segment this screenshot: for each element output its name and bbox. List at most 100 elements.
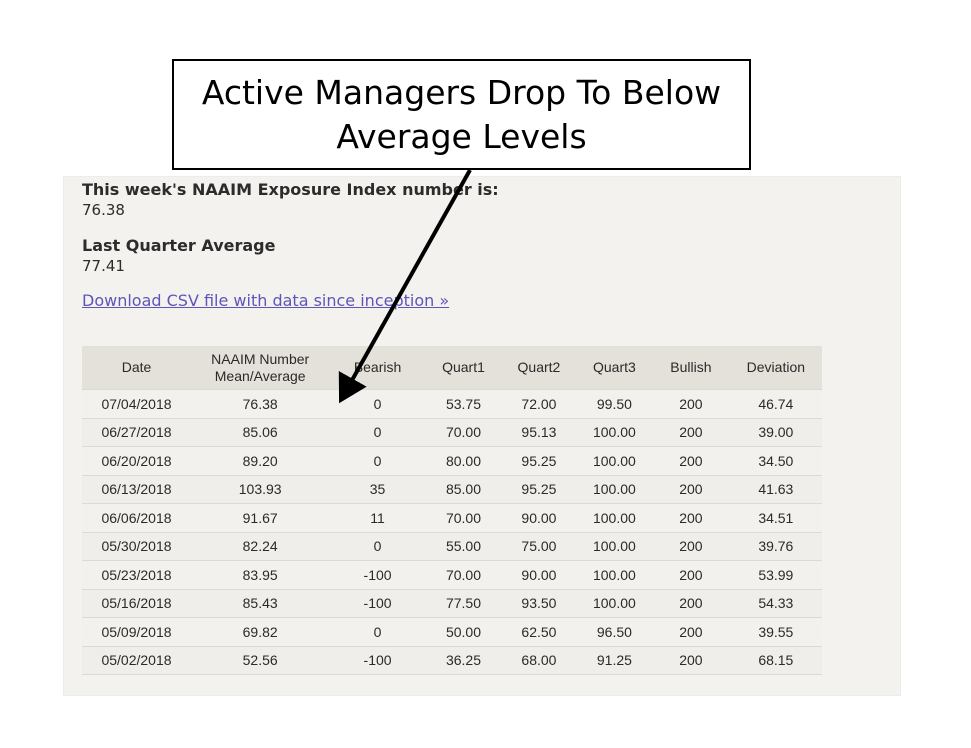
cell-deviation: 46.74 <box>729 389 822 418</box>
cell-date: 05/16/2018 <box>82 588 191 618</box>
cell-quart3: 100.00 <box>576 560 653 589</box>
callout-line-1: Active Managers Drop To Below <box>201 72 722 112</box>
cell-deviation: 39.76 <box>729 531 822 561</box>
header-quart3: Quart3 <box>576 346 653 390</box>
cell-deviation: 39.00 <box>729 417 822 447</box>
cell-naaim: 85.43 <box>191 588 330 618</box>
cell-bullish: 200 <box>652 560 730 589</box>
table-row: 06/27/2018 85.06 0 70.00 95.13 100.00 200 39.00 <box>82 417 822 447</box>
cell-quart3: 96.50 <box>576 617 653 646</box>
cell-naaim: 91.67 <box>191 503 330 532</box>
table-row: 05/02/2018 52.56 -100 36.25 68.00 91.25 200 68.… <box>82 645 822 675</box>
cell-quart3: 100.00 <box>576 446 653 475</box>
cell-naaim: 85.06 <box>191 417 330 447</box>
cell-quart2: 75.00 <box>501 531 577 561</box>
cell-quart2: 95.13 <box>501 417 577 447</box>
table-row: 05/30/2018 82.24 0 55.00 75.00 100.00 200 39.76 <box>82 531 822 561</box>
cell-quart3: 100.00 <box>576 503 653 532</box>
header-deviation: Deviation <box>729 346 822 390</box>
header-quart1: Quart1 <box>425 346 502 390</box>
cell-date: 05/23/2018 <box>82 560 191 589</box>
cell-naaim: 103.93 <box>191 474 330 504</box>
cell-bearish: -100 <box>329 588 426 618</box>
cell-date: 05/02/2018 <box>82 645 191 675</box>
header-naaim-line1: NAAIM Number <box>211 350 310 367</box>
cell-quart2: 90.00 <box>501 560 577 589</box>
title-callout: Active Managers Drop To Below Average Le… <box>172 59 751 170</box>
cell-bearish: 0 <box>329 617 426 646</box>
cell-quart2: 93.50 <box>501 588 577 618</box>
header-date: Date <box>82 346 191 390</box>
header-naaim-line2: Mean/Average <box>214 367 306 384</box>
cell-deviation: 34.51 <box>729 503 822 532</box>
cell-quart1: 53.75 <box>425 389 502 418</box>
naaim-data-table: Date NAAIM Number Mean/Average Bearish Q… <box>82 346 822 675</box>
cell-bullish: 200 <box>652 389 730 418</box>
naaim-screenshot-panel: This week's NAAIM Exposure Index number … <box>63 176 901 696</box>
cell-quart2: 90.00 <box>501 503 577 532</box>
cell-quart1: 70.00 <box>425 560 502 589</box>
cell-date: 06/20/2018 <box>82 446 191 475</box>
cell-quart1: 85.00 <box>425 474 502 504</box>
cell-deviation: 54.33 <box>729 588 822 618</box>
cell-bullish: 200 <box>652 588 730 618</box>
header-bearish: Bearish <box>329 346 426 390</box>
cell-quart2: 68.00 <box>501 645 577 675</box>
cell-deviation: 41.63 <box>729 474 822 504</box>
cell-quart2: 72.00 <box>501 389 577 418</box>
header-bullish: Bullish <box>652 346 730 390</box>
cell-date: 05/30/2018 <box>82 531 191 561</box>
cell-quart1: 70.00 <box>425 503 502 532</box>
cell-deviation: 53.99 <box>729 560 822 589</box>
cell-quart3: 91.25 <box>576 645 653 675</box>
table-header-row: Date NAAIM Number Mean/Average Bearish Q… <box>82 346 822 390</box>
table-row: 05/23/2018 83.95 -100 70.00 90.00 100.00 200 53… <box>82 560 822 589</box>
cell-date: 05/09/2018 <box>82 617 191 646</box>
cell-bullish: 200 <box>652 531 730 561</box>
cell-naaim: 82.24 <box>191 531 330 561</box>
cell-quart3: 100.00 <box>576 474 653 504</box>
table-row: 06/06/2018 91.67 11 70.00 90.00 100.00 200 34.5… <box>82 503 822 532</box>
cell-bearish: -100 <box>329 645 426 675</box>
cell-bullish: 200 <box>652 417 730 447</box>
cell-quart1: 70.00 <box>425 417 502 447</box>
header-naaim-number: NAAIM Number Mean/Average <box>191 346 330 390</box>
exposure-index-value: 76.38 <box>82 201 125 219</box>
cell-bullish: 200 <box>652 474 730 504</box>
cell-bearish: 0 <box>329 446 426 475</box>
table-row: 06/13/2018 103.93 35 85.00 95.25 100.00 200 41.… <box>82 474 822 504</box>
cell-date: 06/06/2018 <box>82 503 191 532</box>
cell-quart3: 100.00 <box>576 417 653 447</box>
cell-quart1: 36.25 <box>425 645 502 675</box>
cell-quart1: 50.00 <box>425 617 502 646</box>
callout-line-2: Average Levels <box>336 116 587 156</box>
cell-deviation: 34.50 <box>729 446 822 475</box>
last-quarter-average-value: 77.41 <box>82 257 125 275</box>
cell-bullish: 200 <box>652 503 730 532</box>
cell-naaim: 89.20 <box>191 446 330 475</box>
cell-bearish: 0 <box>329 417 426 447</box>
cell-bearish: -100 <box>329 560 426 589</box>
cell-quart1: 77.50 <box>425 588 502 618</box>
table-body: 07/04/2018 76.38 0 53.75 72.00 99.50 200 46.74 0… <box>82 389 822 675</box>
table-row: 06/20/2018 89.20 0 80.00 95.25 100.00 200 34.50 <box>82 446 822 475</box>
last-quarter-average-label: Last Quarter Average <box>82 236 276 255</box>
cell-quart2: 62.50 <box>501 617 577 646</box>
cell-quart2: 95.25 <box>501 474 577 504</box>
cell-quart1: 80.00 <box>425 446 502 475</box>
cell-deviation: 68.15 <box>729 645 822 675</box>
cell-naaim: 69.82 <box>191 617 330 646</box>
cell-date: 07/04/2018 <box>82 389 191 418</box>
cell-bearish: 0 <box>329 531 426 561</box>
cell-bullish: 200 <box>652 446 730 475</box>
exposure-index-label: This week's NAAIM Exposure Index number … <box>82 180 499 199</box>
cell-date: 06/27/2018 <box>82 417 191 447</box>
table-row: 05/09/2018 69.82 0 50.00 62.50 96.50 200 39.55 <box>82 617 822 646</box>
cell-naaim: 52.56 <box>191 645 330 675</box>
cell-quart3: 100.00 <box>576 531 653 561</box>
cell-bearish: 0 <box>329 389 426 418</box>
cell-quart3: 100.00 <box>576 588 653 618</box>
download-csv-link[interactable]: Download CSV file with data since incept… <box>82 291 450 310</box>
cell-quart3: 99.50 <box>576 389 653 418</box>
cell-deviation: 39.55 <box>729 617 822 646</box>
